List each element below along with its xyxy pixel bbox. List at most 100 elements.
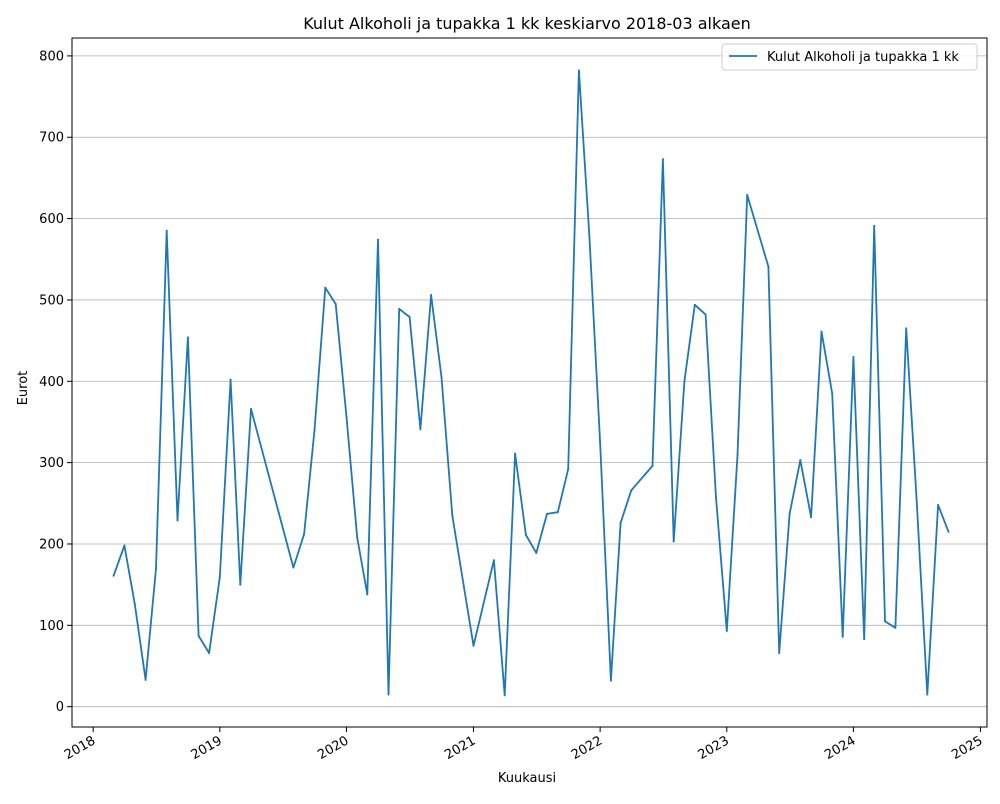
grid-lines	[72, 55, 987, 708]
data-point	[894, 626, 897, 629]
y-tick-label: 100	[39, 619, 64, 634]
data-point	[324, 286, 327, 289]
data-point	[736, 454, 739, 457]
data-point	[767, 265, 770, 268]
data-point	[451, 514, 454, 517]
data-point	[408, 316, 411, 319]
data-point	[863, 638, 866, 641]
data-point	[651, 464, 654, 467]
x-tick-label: 2020	[315, 733, 351, 763]
series-layer	[112, 69, 950, 697]
data-point	[820, 330, 823, 333]
data-point	[672, 540, 675, 543]
x-tick-label: 2023	[696, 733, 732, 763]
data-point	[419, 428, 422, 431]
data-point	[398, 307, 401, 310]
data-point	[524, 534, 527, 537]
data-point	[430, 294, 433, 297]
data-point	[229, 378, 232, 381]
data-point	[630, 489, 633, 492]
data-point	[239, 583, 242, 586]
data-point	[366, 593, 369, 596]
data-point	[693, 303, 696, 306]
legend-box	[721, 43, 978, 71]
data-point	[440, 376, 443, 379]
data-point	[556, 511, 559, 514]
y-tick-label: 700	[39, 131, 64, 146]
data-point	[546, 512, 549, 515]
data-point	[218, 576, 221, 579]
data-points	[112, 69, 950, 697]
data-point	[292, 566, 295, 569]
data-point	[165, 229, 168, 232]
data-point	[387, 693, 390, 696]
data-point	[873, 224, 876, 227]
x-axis-label: Kuukausi	[498, 771, 556, 786]
legend: Kulut Alkoholi ja tupakka 1 kk	[721, 43, 978, 71]
data-point	[778, 651, 781, 654]
y-tick-label: 600	[39, 212, 64, 227]
data-point	[345, 416, 348, 419]
data-point	[492, 559, 495, 562]
data-point	[186, 336, 189, 339]
y-tick-label: 0	[56, 700, 64, 715]
x-axis: 2018 2019 2020 2021 2022 2023 2024 2025	[62, 727, 985, 763]
data-point	[535, 551, 538, 554]
y-tick-label: 400	[39, 375, 64, 390]
x-tick-label: 2018	[62, 733, 98, 763]
data-point	[746, 193, 749, 196]
x-tick-label: 2024	[822, 733, 858, 763]
data-point	[197, 634, 200, 637]
series-line	[112, 69, 950, 697]
data-point	[503, 694, 506, 697]
y-tick-label: 300	[39, 456, 64, 471]
data-point	[112, 574, 115, 577]
legend-label: Kulut Alkoholi ja tupakka 1 kk	[767, 50, 959, 65]
y-axis-label: Eurot	[16, 371, 31, 406]
data-point	[852, 355, 855, 358]
data-point	[883, 620, 886, 623]
data-point	[588, 235, 591, 238]
y-axis: 0 100 200 300 400 500 600 700 800	[39, 49, 72, 715]
data-point	[609, 679, 612, 682]
data-point	[176, 519, 179, 522]
data-point	[799, 459, 802, 462]
data-point	[704, 313, 707, 316]
data-point	[133, 603, 136, 606]
data-point	[356, 536, 359, 539]
data-point	[661, 158, 664, 161]
data-point	[144, 678, 147, 681]
data-point	[915, 498, 918, 501]
data-point	[472, 644, 475, 647]
y-tick-label: 800	[39, 49, 64, 64]
data-point	[577, 69, 580, 72]
data-point	[250, 407, 253, 410]
data-point	[567, 468, 570, 471]
data-point	[725, 630, 728, 633]
chart-title: Kulut Alkoholi ja tupakka 1 kk keskiarvo…	[303, 14, 751, 33]
data-point	[303, 533, 306, 536]
data-point	[683, 380, 686, 383]
data-point	[905, 327, 908, 330]
data-point	[599, 441, 602, 444]
x-tick-label: 2021	[442, 733, 478, 763]
data-point	[937, 503, 940, 506]
data-point	[208, 651, 211, 654]
data-point	[514, 452, 517, 455]
x-tick-label: 2019	[189, 733, 225, 763]
data-point	[841, 635, 844, 638]
data-point	[123, 544, 126, 547]
y-tick-label: 500	[39, 293, 64, 308]
x-tick-label: 2025	[949, 733, 985, 763]
data-point	[334, 303, 337, 306]
data-point	[926, 693, 929, 696]
data-point	[810, 516, 813, 519]
data-point	[788, 512, 791, 515]
data-point	[313, 429, 316, 432]
data-point	[831, 392, 834, 395]
plot-frame	[71, 37, 988, 728]
data-point	[947, 530, 950, 533]
data-point	[715, 496, 718, 499]
data-point	[154, 567, 157, 570]
